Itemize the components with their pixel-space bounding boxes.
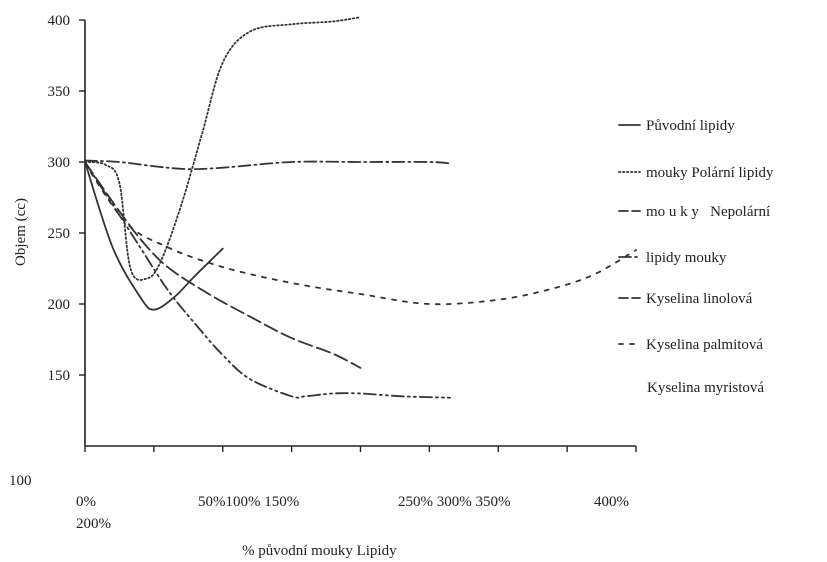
series-line-6: [84, 162, 637, 306]
x-tick-label-400: 400%: [594, 494, 629, 510]
series-line-2: [84, 16, 362, 281]
y-tick-label: 300: [48, 155, 71, 171]
legend-label-1: Původní lipidy: [646, 118, 735, 134]
legend-label-3: mo u k y Nepolární: [646, 204, 770, 220]
series-line-1: [84, 161, 224, 311]
series-line-5: [84, 161, 451, 399]
legend-label-6: Kyselina palmitová: [646, 337, 763, 353]
x-tick-label-200: 200%: [76, 516, 111, 532]
x-axis-title: % původní mouky Lipidy: [242, 543, 397, 559]
legend-label-5: Kyselina linolová: [646, 291, 753, 307]
axes: [84, 20, 636, 447]
y-tick-label: 400: [48, 13, 71, 29]
series-line-3: [84, 159, 451, 171]
legend-label-2: mouky Polární lipidy: [646, 165, 774, 181]
y-tick-labels: 400 350 300 250 200 150: [48, 13, 71, 384]
x-tick-label-250-350: 250% 300% 350%: [398, 494, 511, 510]
ticks: [79, 19, 637, 452]
y-tick-label: 150: [48, 368, 71, 384]
series-line-4: [84, 161, 362, 369]
y-axis-title: Objem (cc): [13, 198, 29, 266]
y-tick-label-bottom: 100: [9, 473, 32, 489]
y-tick-label: 350: [48, 84, 71, 100]
x-tick-label-0: 0%: [76, 494, 96, 510]
x-tick-label-50-150: 50%100% 150%: [198, 494, 299, 510]
legend: Původní lipidy mouky Polární lipidy mo u k…: [618, 118, 774, 396]
legend-label-4: lipidy mouky: [646, 250, 727, 266]
y-tick-label: 250: [48, 226, 71, 242]
series-group: [84, 16, 637, 399]
y-tick-label: 200: [48, 297, 71, 313]
legend-label-7: Kyselina myristová: [647, 380, 764, 396]
